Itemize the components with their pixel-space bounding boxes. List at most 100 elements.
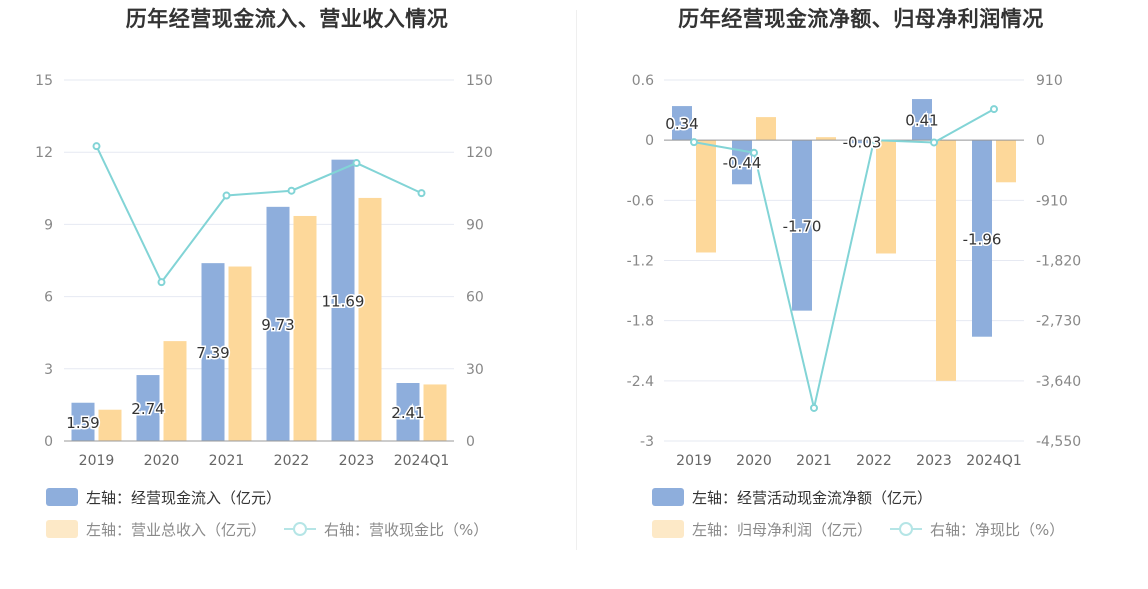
right-data-label: 0.34 bbox=[665, 115, 698, 133]
left-right-tick-label: 0 bbox=[466, 434, 475, 450]
left-left-tick-label: 6 bbox=[44, 290, 53, 306]
right-line-point bbox=[690, 138, 698, 147]
legend-swatch-left-bar2[interactable] bbox=[46, 520, 78, 538]
right-line-point bbox=[930, 138, 938, 147]
legend-swatch-right-bar2[interactable] bbox=[652, 520, 684, 538]
left-line-point bbox=[287, 186, 296, 195]
right-left-tick-label: -3 bbox=[640, 434, 654, 450]
left-bar-series2 bbox=[163, 341, 187, 441]
left-bar-series1 bbox=[201, 263, 225, 441]
legend-label-left-line[interactable]: 右轴：营收现金比（%） bbox=[324, 520, 489, 539]
right-data-label: -1.70 bbox=[783, 217, 822, 235]
right-left-tick-label: 0 bbox=[645, 133, 654, 149]
left-right-tick-label: 60 bbox=[466, 290, 484, 306]
chart-panel-left: 历年经营现金流入、营业收入情况 0 3 6 9 12 15 0 30 60 90 120 150 201… bbox=[35, 7, 493, 541]
legend-swatch-left-bar1 bbox=[46, 488, 78, 506]
right-bar-series1 bbox=[672, 106, 692, 141]
left-data-label: 2.41 bbox=[391, 404, 424, 422]
left-bar-series1 bbox=[396, 382, 420, 441]
left-line-series bbox=[95, 145, 422, 285]
left-data-label: 7.39 bbox=[196, 344, 229, 362]
left-x-tick-label: 2024Q1 bbox=[394, 453, 450, 469]
left-line-point bbox=[92, 142, 101, 151]
left-x-tick-label: 2020 bbox=[144, 453, 180, 469]
left-bar-series2 bbox=[228, 266, 252, 441]
right-left-tick-label: -1.2 bbox=[627, 254, 654, 270]
legend-label-left-bar2[interactable]: 左轴：营业总收入（亿元） bbox=[86, 520, 267, 539]
left-bar-series2 bbox=[98, 409, 122, 441]
left-bar-series2 bbox=[293, 215, 317, 441]
left-data-label: 1.59 bbox=[66, 414, 99, 432]
left-bar-series1 bbox=[71, 402, 95, 441]
right-x-tick-label: 2024Q1 bbox=[966, 453, 1022, 469]
right-x-tick-label: 2021 bbox=[796, 453, 832, 469]
left-x-tick-label: 2022 bbox=[274, 453, 310, 469]
right-right-tick-label: 0 bbox=[1036, 133, 1045, 149]
chart-panel-right: 历年经营现金流净额、归母净利润情况 -3 -2.4 -1.8 -1.2 -0.6 0 0.6… bbox=[574, 0, 1148, 589]
left-right-tick-label: 120 bbox=[466, 145, 493, 161]
left-right-tick-label: 30 bbox=[466, 362, 484, 378]
left-data-label: 9.73 bbox=[261, 316, 294, 334]
right-right-tick-label: 910 bbox=[1036, 73, 1063, 89]
chart-title-left: 历年经营现金流入、营业收入情况 bbox=[125, 7, 449, 31]
right-x-tick-label: 2019 bbox=[676, 453, 712, 469]
right-x-tick-label: 2022 bbox=[856, 453, 892, 469]
left-line-point bbox=[157, 278, 166, 287]
right-x-tick-label: 2023 bbox=[916, 453, 952, 469]
right-line-point bbox=[870, 136, 878, 145]
panel-divider bbox=[576, 10, 577, 550]
left-left-tick-label: 0 bbox=[44, 434, 53, 450]
legend-label-right-bar1: 左轴：经营活动现金流净额（亿元） bbox=[692, 488, 933, 507]
right-line-point bbox=[750, 148, 758, 157]
left-left-tick-label: 12 bbox=[35, 145, 53, 161]
legend-line-icon-left[interactable] bbox=[284, 520, 317, 538]
right-right-tick-label: -910 bbox=[1036, 193, 1068, 209]
left-data-label: 11.69 bbox=[322, 292, 365, 310]
right-data-label: -0.44 bbox=[723, 154, 762, 172]
legend-label-right-bar2[interactable]: 左轴：归母净利润（亿元） bbox=[692, 520, 873, 539]
right-bar-series2 bbox=[816, 137, 836, 141]
chart-title-right: 历年经营现金流净额、归母净利润情况 bbox=[678, 7, 1044, 31]
right-data-label: -1.96 bbox=[963, 230, 1002, 248]
right-right-tick-label: -2,730 bbox=[1036, 314, 1081, 330]
legend-swatch-right-bar1 bbox=[652, 488, 684, 506]
right-left-tick-label: -0.6 bbox=[627, 193, 654, 209]
right-left-tick-label: 0.6 bbox=[632, 73, 654, 89]
left-line-point bbox=[222, 191, 231, 200]
left-x-tick-label: 2021 bbox=[209, 453, 245, 469]
legend-row-left-2: 左轴：营业总收入（亿元） 右轴：营收现金比（%） bbox=[46, 517, 488, 541]
left-left-tick-label: 9 bbox=[44, 217, 53, 233]
left-bar-series1 bbox=[331, 159, 355, 442]
right-bar-series2 bbox=[996, 140, 1016, 183]
right-bar-series1 bbox=[912, 99, 932, 141]
right-line-point bbox=[810, 403, 818, 412]
right-bar-series2 bbox=[756, 117, 776, 141]
chart-right-plot: -3 -2.4 -1.8 -1.2 -0.6 0 0.6 -4,550 -3,640 -2,730… bbox=[627, 73, 1081, 469]
legend-line-icon-right[interactable] bbox=[890, 520, 923, 538]
right-line-series bbox=[693, 108, 995, 409]
left-x-tick-label: 2019 bbox=[79, 453, 115, 469]
legend-label-left-bar1: 左轴：经营现金流入（亿元） bbox=[86, 488, 282, 507]
left-left-tick-label: 3 bbox=[44, 362, 53, 378]
right-data-label: 0.41 bbox=[905, 112, 938, 130]
legend-label-right-line[interactable]: 右轴：净现比（%） bbox=[930, 520, 1065, 539]
left-right-tick-label: 90 bbox=[466, 217, 484, 233]
left-bar-series2 bbox=[423, 384, 447, 441]
left-bar-series2 bbox=[358, 197, 382, 441]
right-left-tick-label: -2.4 bbox=[627, 374, 654, 390]
left-left-tick-label: 15 bbox=[35, 73, 53, 89]
legend-item-left-bar1[interactable]: 左轴：经营现金流入（亿元） bbox=[46, 485, 281, 509]
right-right-tick-label: -4,550 bbox=[1036, 434, 1081, 450]
right-line-point bbox=[990, 105, 998, 114]
right-data-label: -0.03 bbox=[843, 134, 882, 152]
right-bar-series1 bbox=[792, 140, 812, 311]
right-right-tick-label: -3,640 bbox=[1036, 374, 1081, 390]
legend-item-right-bar1[interactable]: 左轴：经营活动现金流净额（亿元） bbox=[652, 485, 932, 509]
left-bar-series1 bbox=[136, 375, 160, 441]
right-bar-series1 bbox=[852, 140, 872, 144]
right-bar-series2 bbox=[936, 140, 956, 381]
legend-row-right-2: 左轴：归母净利润（亿元） 右轴：净现比（%） bbox=[652, 517, 1064, 541]
right-right-tick-label: -1,820 bbox=[1036, 254, 1081, 270]
left-right-tick-label: 150 bbox=[466, 73, 493, 89]
